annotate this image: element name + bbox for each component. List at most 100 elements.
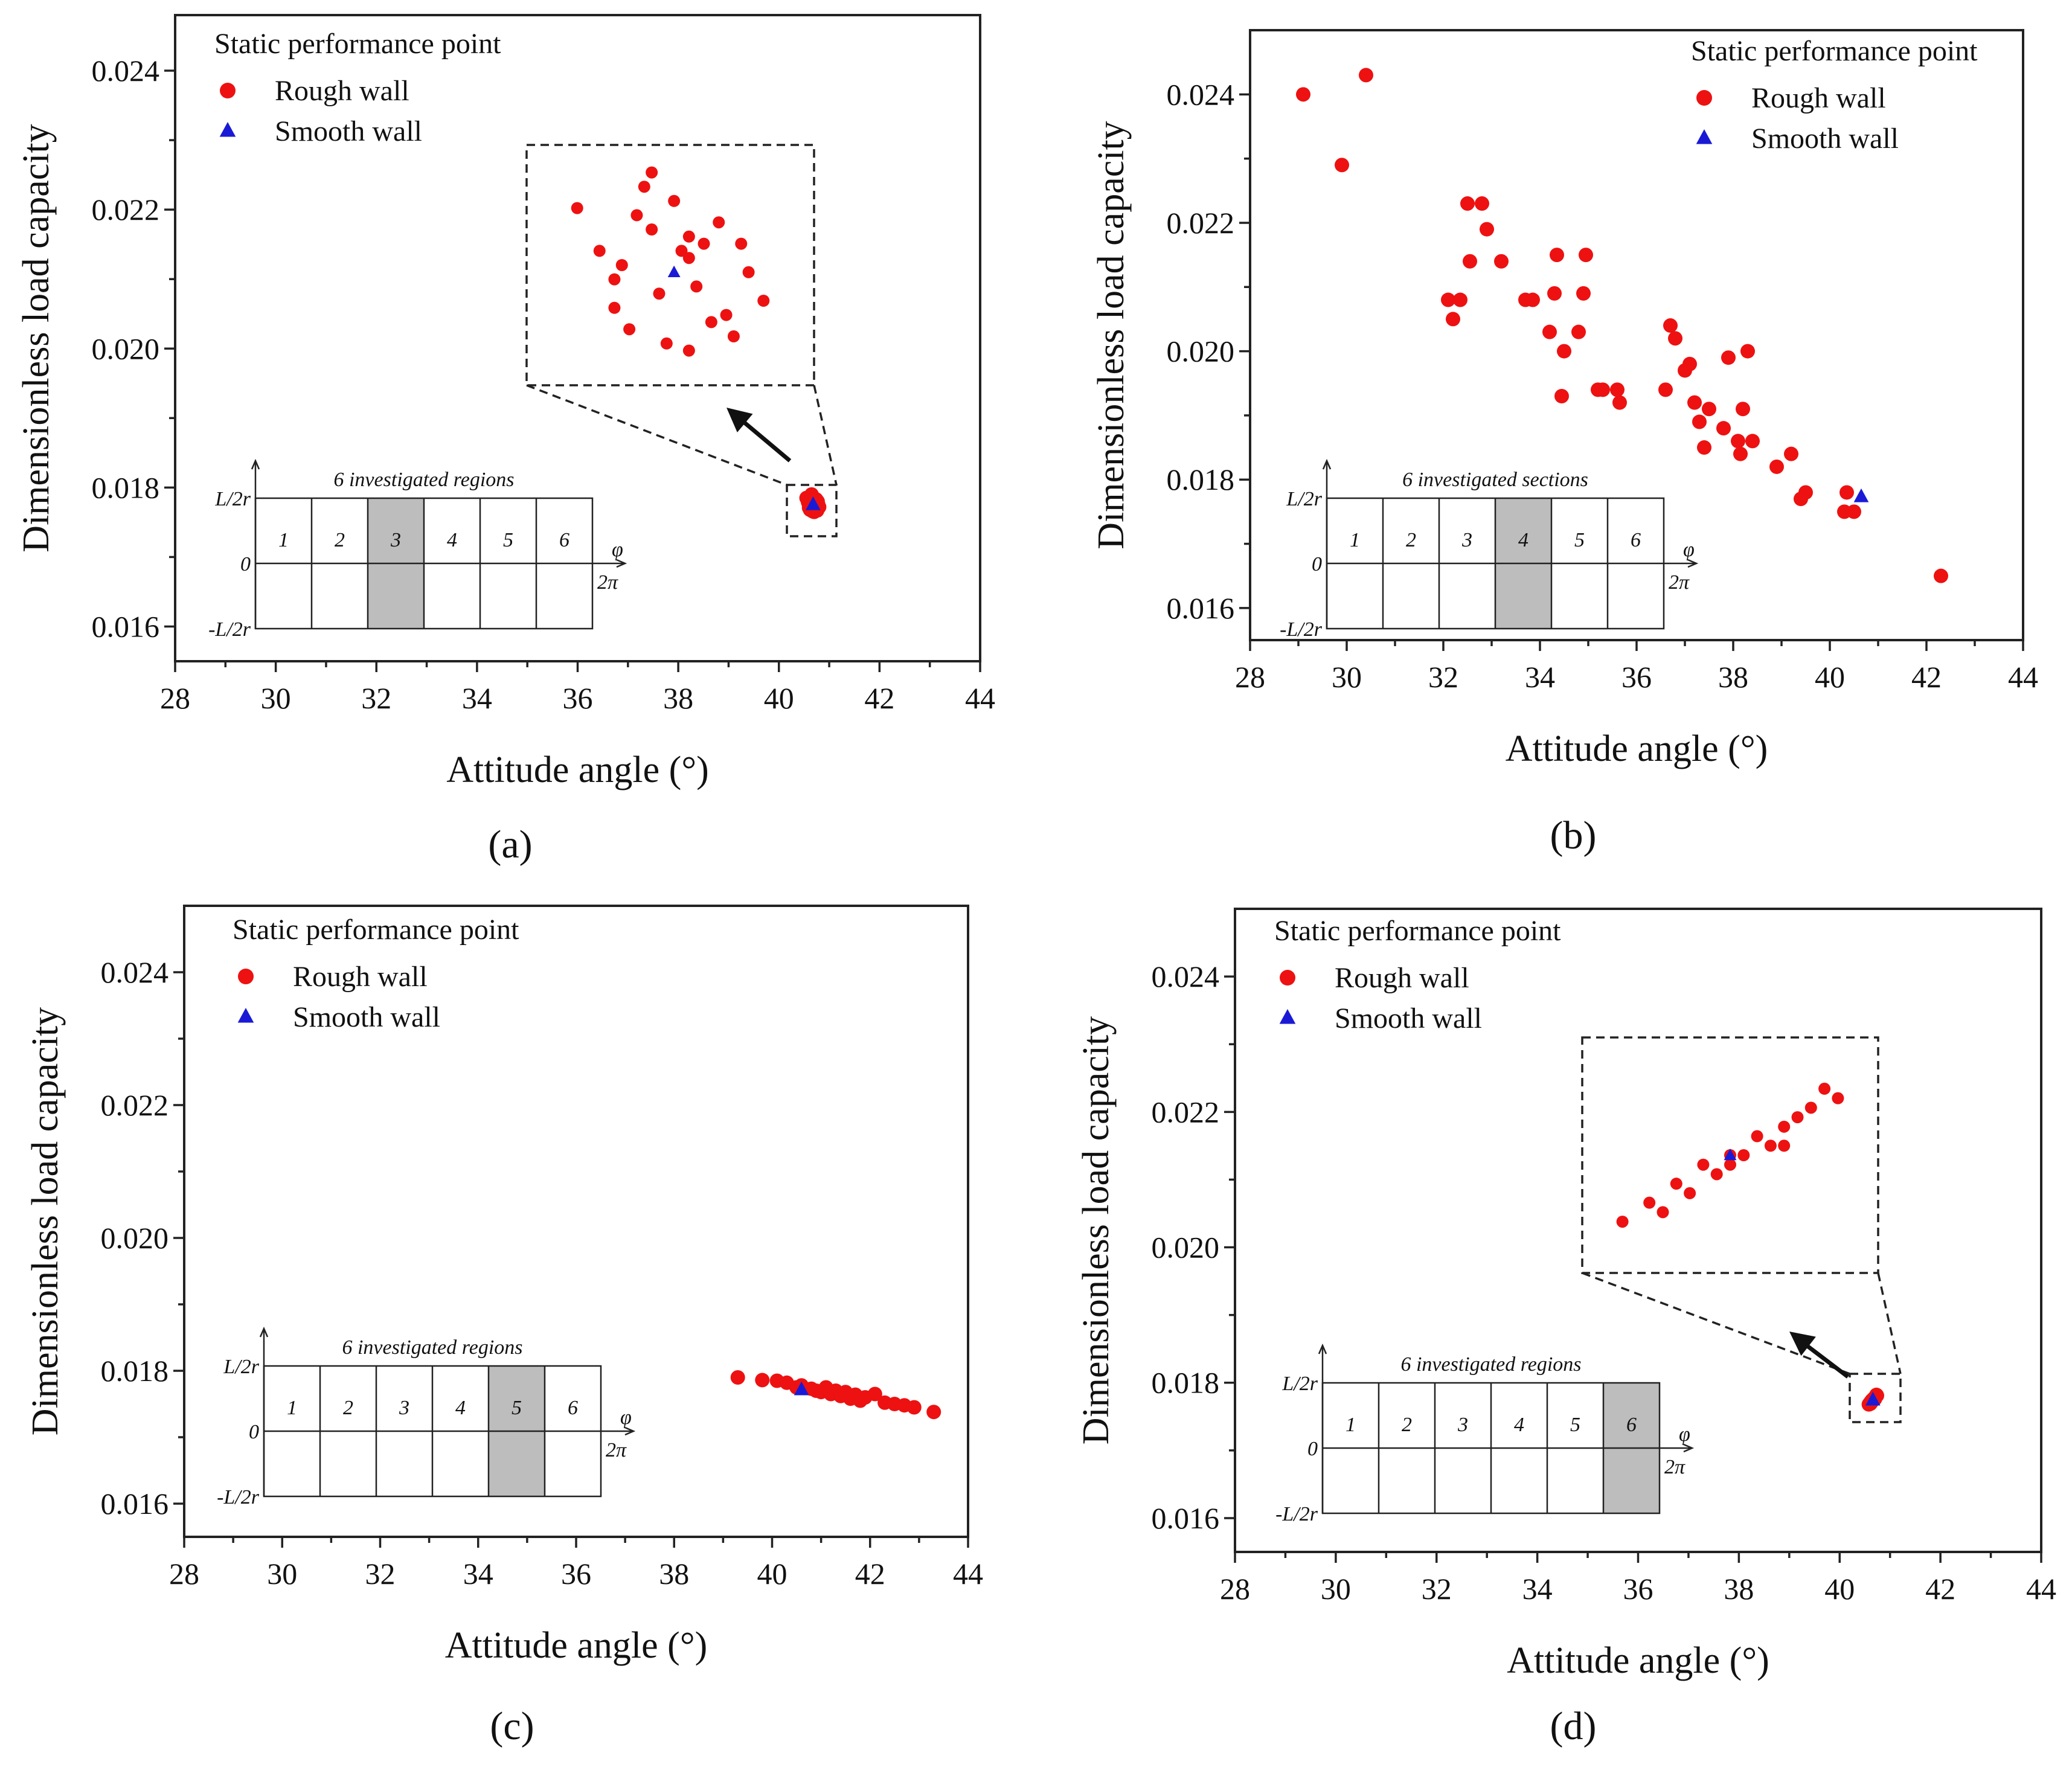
zoom-box-large (525, 144, 815, 386)
inset-label-top: L/2r (214, 488, 251, 510)
inset-2pi-label: 2π (606, 1439, 627, 1461)
rough-wall-point (1525, 292, 1540, 307)
rough-wall-point (1663, 318, 1678, 333)
inset-phi-label: φ (620, 1406, 632, 1429)
zoom-rough-point (623, 323, 636, 336)
inset-region-map: 1 2 3 4 5 6 6 investigated regions L/2r 0 -L/2r φ 2… (217, 1326, 636, 1508)
x-tick-label: 44 (2008, 660, 2038, 694)
y-tick-label: 0.022 (1167, 206, 1235, 240)
zoom-rough-point (735, 237, 748, 250)
x-tick-label: 36 (561, 1557, 591, 1591)
region-number: 4 (1514, 1414, 1524, 1436)
y-tick-label: 0.024 (1167, 77, 1235, 111)
y-tick-label: 0.016 (1167, 591, 1235, 625)
zoom-box-large (1581, 1036, 1879, 1274)
panel-label: (a) (488, 822, 532, 867)
legend-smooth-label: Smooth wall (293, 1001, 440, 1033)
y-tick-label: 0.024 (101, 955, 169, 989)
rough-wall-point (1697, 440, 1711, 455)
zoom-rough-point (1697, 1158, 1710, 1171)
inset-x-arrow (1683, 1443, 1695, 1453)
x-tick-label: 28 (169, 1557, 199, 1591)
legend-title: Static performance point (1274, 915, 1561, 947)
y-tick-label: 0.018 (1152, 1366, 1220, 1400)
x-axis-title: Attitude angle (°) (446, 749, 709, 790)
legend-smooth-marker (219, 122, 236, 137)
rough-wall-point (926, 1405, 941, 1420)
region-number: 1 (1350, 529, 1360, 551)
region-number: 1 (278, 529, 289, 551)
inset-2pi-label: 2π (1669, 571, 1690, 594)
inset-region-map: 1 2 3 4 5 6 6 investigated sections L/2r 0 -L/2r φ… (1280, 458, 1699, 641)
x-tick-label: 42 (864, 681, 894, 715)
legend-rough-label: Rough wall (275, 75, 409, 107)
y-tick-label: 0.022 (1152, 1095, 1220, 1129)
zoom-rough-point (1657, 1206, 1669, 1219)
inset-y-arrow (251, 458, 260, 470)
inset-title: 6 investigated regions (342, 1336, 522, 1359)
y-axis-title: Dimensionless load capacity (1091, 121, 1132, 549)
region-number: 4 (455, 1397, 466, 1419)
zoom-rough-point (1616, 1216, 1629, 1228)
y-tick-label: 0.018 (92, 470, 160, 504)
zoom-smooth-point (667, 265, 681, 278)
zoom-rough-point (742, 266, 755, 278)
y-tick-label: 0.020 (92, 332, 160, 365)
rough-wall-point (1596, 382, 1610, 397)
inset-label-top: L/2r (1281, 1373, 1318, 1395)
rough-wall-point (1682, 356, 1697, 371)
region-number: 1 (1346, 1414, 1356, 1436)
zoom-rough-point (1818, 1082, 1831, 1095)
inset-title: 6 investigated sections (1402, 469, 1588, 491)
rough-wall-point (1359, 68, 1373, 83)
rough-wall-point (1542, 324, 1557, 339)
rough-wall-point (1480, 222, 1494, 237)
zoom-rough-point (646, 166, 658, 179)
rough-wall-point (1441, 292, 1455, 307)
y-tick-label: 0.022 (101, 1088, 169, 1122)
rough-wall-point (1784, 446, 1798, 461)
x-axis-title: Attitude angle (°) (445, 1625, 708, 1666)
x-tick-label: 38 (1718, 660, 1748, 694)
legend-title: Static performance point (214, 28, 501, 60)
rough-wall-point (1557, 344, 1571, 359)
zoom-rough-point (1791, 1111, 1804, 1124)
zoom-rough-point (757, 295, 770, 307)
inset-phi-label: φ (1683, 539, 1695, 561)
plot-frame (183, 905, 969, 1538)
inset-region-map: 1 2 3 4 5 6 6 investigated regions L/2r 0 -L/2r φ 2… (208, 458, 627, 641)
region-number: 5 (1574, 529, 1585, 551)
x-tick-label: 38 (1724, 1572, 1754, 1606)
legend-rough-label: Rough wall (1751, 82, 1886, 114)
inset-label-bottom: -L/2r (1275, 1503, 1318, 1525)
zoom-rough-point (720, 309, 733, 321)
panel-2: 28 30 32 34 36 38 40 42 440.0160.0180.0200.0220.… (25, 905, 983, 1748)
zoom-rough-point (1778, 1120, 1791, 1133)
y-tick-label: 0.018 (1167, 463, 1235, 496)
panel-label: (c) (490, 1704, 534, 1748)
legend-rough-label: Rough wall (293, 961, 428, 993)
inset-title: 6 investigated regions (1400, 1353, 1581, 1376)
zoom-rough-point (1670, 1178, 1682, 1190)
zoom-smooth-point (1724, 1149, 1737, 1161)
rough-wall-point (1658, 382, 1673, 397)
region-number: 3 (399, 1397, 409, 1419)
region-number: 2 (1406, 529, 1416, 551)
panel-1: 28 30 32 34 36 38 40 42 440.0160.0180.0200.0220.… (1091, 29, 2038, 857)
inset-label-mid: 0 (1312, 553, 1322, 575)
zoom-box-small (786, 484, 838, 537)
rough-wall-point (1463, 254, 1477, 269)
x-tick-label: 34 (1525, 660, 1555, 694)
zoom-inset (1581, 1036, 1902, 1423)
legend: Static performance point Rough wall Smooth… (214, 28, 501, 147)
x-tick-label: 40 (757, 1557, 787, 1591)
x-tick-label: 38 (659, 1557, 689, 1591)
rough-wall-point (1576, 286, 1591, 301)
y-axis-title: Dimensionless load capacity (1076, 1016, 1117, 1444)
panel-label: (d) (1550, 1704, 1597, 1748)
rough-wall-point (1740, 344, 1755, 359)
x-tick-label: 38 (663, 681, 693, 715)
rough-wall-point (1475, 196, 1489, 211)
rough-wall-point (1769, 459, 1784, 474)
